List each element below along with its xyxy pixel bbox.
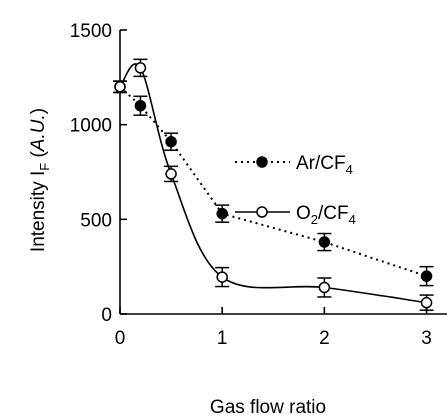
y-axis-label-unit: A.U. [28, 114, 49, 152]
legend-label-ar-cf4: Ar/CF4 [296, 153, 353, 177]
y-tick-label-0: 0 [101, 305, 112, 326]
plot-frame [119, 30, 447, 315]
data-point-o2-cf4-4 [318, 281, 331, 294]
x-tick-label-1: 1 [217, 328, 228, 349]
data-point-o2-cf4-5 [420, 296, 433, 309]
legend-label-ar-cf4-name: Ar/CF [296, 153, 346, 174]
data-point-o2-cf4-2 [165, 168, 177, 180]
legend: Ar/CF4 O2/CF4 [235, 153, 356, 227]
legend-marker-o2-cf4 [256, 206, 268, 218]
data-point-ar-cf4-5 [420, 270, 433, 282]
legend-label-o2-cf4-name: O [296, 203, 311, 224]
y-axis-label: Intensity IF (A.U.) [28, 108, 52, 252]
data-point-o2-cf4-3 [216, 271, 228, 283]
series-ar-cf4 [113, 80, 434, 287]
data-point-ar-cf4-1 [134, 99, 147, 112]
x-axis-label: Gas flow ratio [210, 397, 326, 418]
data-point-o2-cf4-0 [114, 81, 126, 93]
y-tick-label-1000: 1000 [70, 116, 112, 137]
y-axis-label-main: Intensity I [28, 171, 49, 252]
data-point-ar-cf4-2 [165, 135, 177, 148]
legend-label-ar-cf4-sub: 4 [346, 162, 353, 177]
data-point-ar-cf4-4 [318, 236, 331, 248]
y-axis-ticks: 0 500 1000 1500 [70, 21, 127, 326]
legend-label-o2-cf4: O2/CF4 [296, 203, 356, 227]
data-point-ar-cf4-3 [216, 207, 228, 220]
data-point-o2-cf4-1 [134, 62, 147, 74]
y-tick-label-500: 500 [80, 210, 112, 231]
series-o2-cf4 [113, 58, 434, 311]
series-layer [113, 58, 434, 311]
y-axis-label-subscript: F [37, 163, 52, 171]
x-tick-label-3: 3 [421, 328, 432, 349]
x-axis-ticks: 0 1 2 3 [115, 307, 432, 349]
y-tick-label-1500: 1500 [70, 21, 112, 42]
legend-label-o2-cf4-sub-mid: 2 [311, 212, 318, 227]
legend-label-o2-cf4-tail: /CF [318, 203, 349, 224]
y-axis-label-unit-close: ) [28, 108, 49, 114]
x-tick-label-0: 0 [115, 328, 126, 349]
legend-label-o2-cf4-sub: 4 [349, 212, 356, 227]
legend-item-ar-cf4: Ar/CF4 [235, 153, 353, 177]
legend-marker-ar-cf4 [256, 156, 268, 168]
legend-item-o2-cf4: O2/CF4 [235, 203, 356, 227]
y-axis-label-unit-open: ( [28, 151, 49, 163]
x-tick-label-2: 2 [319, 328, 330, 349]
series-line-o2-cf4 [119, 63, 427, 304]
